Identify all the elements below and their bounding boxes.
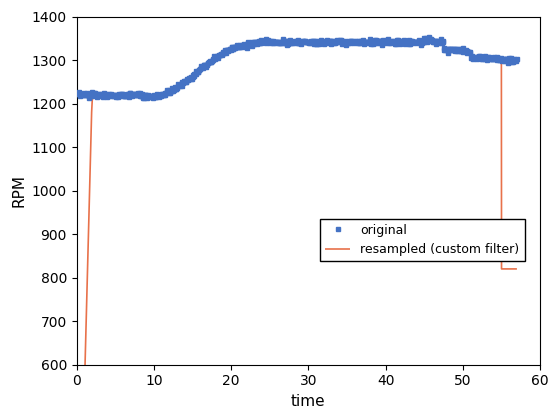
resampled (custom filter) — [200, 64, 207, 69]
resampled (custom filter) — [456, 47, 463, 52]
original — [198, 64, 205, 69]
resampled (custom filter) — [190, 73, 197, 78]
original — [150, 96, 156, 101]
X-axis label: time: time — [291, 394, 326, 409]
resampled (custom filter) — [141, 94, 148, 100]
resampled (custom filter) — [421, 37, 428, 42]
resampled (custom filter) — [227, 46, 234, 51]
original — [417, 40, 423, 45]
original — [73, 90, 80, 95]
original — [213, 55, 220, 60]
resampled (custom filter) — [209, 57, 216, 62]
original — [426, 34, 433, 39]
Line: original: original — [75, 36, 519, 100]
original — [181, 78, 188, 83]
Line: resampled (custom filter): resampled (custom filter) — [77, 39, 517, 420]
original — [472, 55, 478, 60]
Y-axis label: RPM: RPM — [11, 174, 26, 207]
original — [363, 40, 370, 45]
original — [514, 56, 520, 61]
resampled (custom filter) — [514, 266, 520, 271]
Legend: original, resampled (custom filter): original, resampled (custom filter) — [320, 219, 525, 261]
